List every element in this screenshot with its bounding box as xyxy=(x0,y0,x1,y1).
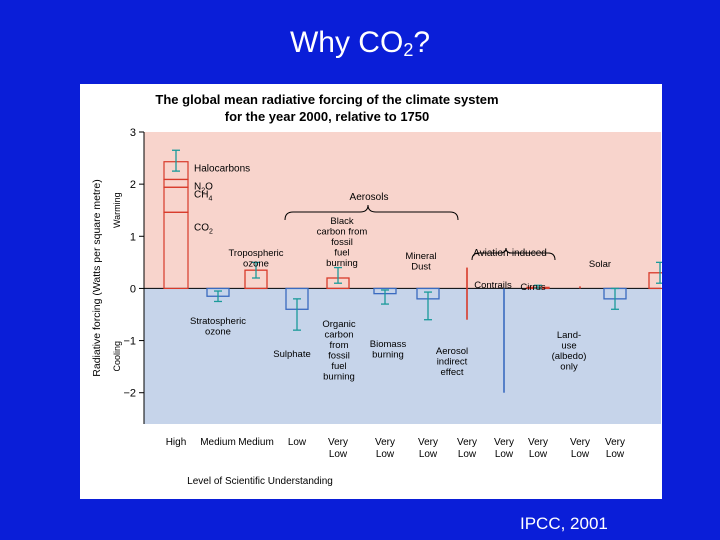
bar-label-line: carbon xyxy=(324,330,353,341)
bar-label-line: burning xyxy=(372,350,404,361)
understanding-label: Low xyxy=(571,449,590,460)
bar-label-line: Solar xyxy=(589,259,611,270)
y-tick-label: 3 xyxy=(130,127,136,139)
understanding-label: Very xyxy=(494,437,514,448)
understanding-label: Low xyxy=(495,449,514,460)
title-end: ? xyxy=(413,26,431,59)
ghg-label-co2: CO2 xyxy=(194,222,213,235)
y-tick-label: −1 xyxy=(123,336,136,348)
understanding-label: Very xyxy=(605,437,625,448)
bar-label-line: Black xyxy=(330,216,353,227)
bar-label-line: Biomass xyxy=(370,339,407,350)
bar-label-line: ozone xyxy=(205,327,231,338)
aerosols-group-label: Aerosols xyxy=(350,192,389,203)
warming-region xyxy=(144,132,661,289)
bar-label-line: Tropospheric xyxy=(228,248,283,259)
bar-label-line: (albedo) xyxy=(552,351,587,362)
warming-label: Warming xyxy=(112,192,122,228)
bar-label-line: Organic xyxy=(322,319,356,330)
bar-label-line: effect xyxy=(440,367,463,378)
bar-label-line: fossil xyxy=(328,351,350,362)
bar-label-line: Cirrus xyxy=(520,282,546,293)
bar-label-line: Sulphate xyxy=(273,349,311,360)
chart-title-line2: for the year 2000, relative to 1750 xyxy=(225,109,430,124)
chart-figure: The global mean radiative forcing of the… xyxy=(80,84,662,499)
ghg-label-halocarbons: Halocarbons xyxy=(194,164,250,175)
understanding-label: Low xyxy=(458,449,477,460)
chart-title-line1: The global mean radiative forcing of the… xyxy=(155,92,498,107)
aerosols-brace xyxy=(284,204,459,221)
understanding-label: Low xyxy=(288,437,307,448)
understanding-label: Low xyxy=(606,449,625,460)
bar-label-line: fuel xyxy=(331,361,346,372)
y-tick-label: −2 xyxy=(123,388,136,400)
bar-label-line: Stratospheric xyxy=(190,316,246,327)
bar-label-line: fossil xyxy=(331,237,353,248)
bar-label-line: indirect xyxy=(437,357,468,368)
source-citation: IPCC, 2001 xyxy=(520,514,608,533)
cooling-label: Cooling xyxy=(112,341,122,372)
bar-label-line: ozone xyxy=(243,259,269,270)
understanding-label: Low xyxy=(529,449,548,460)
understanding-label: High xyxy=(166,437,187,448)
y-tick-label: 2 xyxy=(130,179,136,191)
understanding-label: Very xyxy=(457,437,477,448)
understanding-label: Very xyxy=(328,437,348,448)
understanding-label: Medium xyxy=(200,437,236,448)
y-tick-label: 0 xyxy=(130,283,136,295)
bar-label-line: from xyxy=(330,340,349,351)
bar-label-line: carbon from xyxy=(317,227,368,238)
understanding-label: Very xyxy=(570,437,590,448)
understanding-label: Low xyxy=(419,449,438,460)
cooling-region xyxy=(144,288,661,424)
bar-label-line: Land- xyxy=(557,330,581,341)
y-tick-label: 1 xyxy=(130,231,136,243)
understanding-label: Very xyxy=(375,437,395,448)
understanding-label: Very xyxy=(418,437,438,448)
y-axis-label: Radiative forcing (Watts per square metr… xyxy=(91,179,103,376)
bar-label-line: Mineral xyxy=(405,251,436,262)
x-axis-label: Level of Scientific Understanding xyxy=(187,476,333,487)
bar-label-line: use xyxy=(561,341,576,352)
understanding-label: Low xyxy=(376,449,395,460)
aviation-group-label: Aviation-induced xyxy=(473,248,547,259)
title-text: Why CO xyxy=(289,26,404,59)
bar-label-line: Aerosol xyxy=(436,346,468,357)
ghg-label-n2o: N2O xyxy=(194,181,213,194)
bar-label-line: fuel xyxy=(334,248,349,259)
bar-label-line: only xyxy=(560,362,578,373)
aviation-brace xyxy=(471,247,556,261)
bar-label-line: Contrails xyxy=(474,280,512,291)
bar-label-line: Dust xyxy=(411,262,431,273)
understanding-label: Medium xyxy=(238,437,274,448)
bar-label-line: burning xyxy=(323,372,355,383)
understanding-label: Very xyxy=(528,437,548,448)
title-subscript: 2 xyxy=(403,40,414,60)
understanding-label: Low xyxy=(329,449,348,460)
ghg-label-ch4: CH4 xyxy=(194,189,212,202)
radiative-forcing-chart: The global mean radiative forcing of the… xyxy=(91,92,662,487)
bar-label-line: burning xyxy=(326,258,358,269)
slide-title: Why CO2? xyxy=(0,26,720,61)
